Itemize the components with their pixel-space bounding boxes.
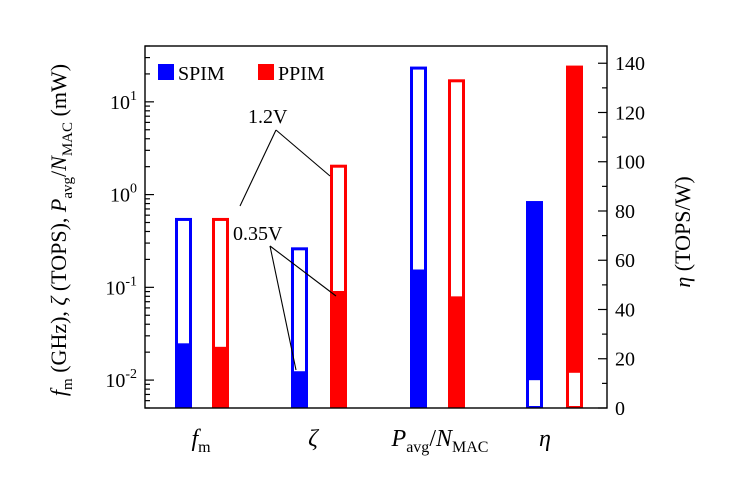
category-label-1: ζ xyxy=(308,426,320,452)
right-tick-label: 40 xyxy=(615,299,635,321)
legend-label-ppim: PPIM xyxy=(278,63,325,85)
bar-ppim-low-2 xyxy=(448,297,465,408)
annotation-line-high-2 xyxy=(275,129,331,177)
bar-ppim-high-2 xyxy=(448,79,465,300)
legend-swatch-spim xyxy=(158,64,174,80)
right-axis-title: η (TOPS/W) xyxy=(670,176,695,287)
legend-label-spim: SPIM xyxy=(178,63,225,85)
annotation-line-low-1 xyxy=(269,245,297,371)
plot-frame xyxy=(144,45,608,409)
bar-ppim-eta-high xyxy=(566,65,583,408)
bar-spim-low-1 xyxy=(291,372,308,408)
bar-spim-low-0 xyxy=(175,344,192,408)
right-tick-label: 80 xyxy=(615,201,635,223)
bar-spim-high-0 xyxy=(175,217,192,347)
axes: 10-2 10-1 100 101 0 20 40 60 80 100 120 140 fm ζ Pavg/… xyxy=(105,45,645,456)
annotations: 1.2V 0.35V xyxy=(233,106,337,371)
bar-spim-low-2 xyxy=(410,271,427,408)
annotation-low-label: 0.35V xyxy=(233,223,283,245)
annotation-line-low-2 xyxy=(269,245,337,297)
bar-ppim-eta-low xyxy=(568,371,581,407)
right-tick-label: 60 xyxy=(615,250,635,272)
bar-spim-high-2 xyxy=(410,66,427,273)
category-label-2: Pavg/NMAC xyxy=(391,426,489,456)
right-tick-label: 0 xyxy=(615,398,625,420)
left-tick-label: 10-1 xyxy=(105,274,137,299)
bar-ppim-low-1 xyxy=(330,292,347,408)
annotation-high-label: 1.2V xyxy=(248,106,288,128)
left-tick-label: 101 xyxy=(110,89,137,114)
left-tick-label: 100 xyxy=(110,182,137,207)
annotation-line-high-1 xyxy=(239,129,277,207)
right-tick-label: 20 xyxy=(615,349,635,371)
bar-spim-eta-high xyxy=(526,201,543,408)
axis-titles: fm (GHz), ζ (TOPS), Pavg/NMAC (mW) η (TOP… xyxy=(46,64,695,396)
left-tick-label: 10-2 xyxy=(105,367,137,392)
category-label-0: fm xyxy=(191,426,211,456)
left-axis-title: fm (GHz), ζ (TOPS), Pavg/NMAC (mW) xyxy=(46,64,76,396)
category-label-3: η xyxy=(539,426,551,452)
legend-swatch-ppim xyxy=(258,64,274,80)
bar-spim-high-1 xyxy=(291,247,308,375)
bar-ppim-low-0 xyxy=(212,348,229,408)
bar-ppim-high-1 xyxy=(330,164,347,294)
bar-ppim-high-0 xyxy=(212,217,229,350)
bar-spim-eta-low xyxy=(528,379,541,407)
right-tick-label: 120 xyxy=(615,102,645,124)
legend: SPIM PPIM xyxy=(158,63,325,85)
right-tick-label: 140 xyxy=(615,53,645,75)
bars xyxy=(175,65,583,408)
right-tick-label: 100 xyxy=(615,152,645,174)
